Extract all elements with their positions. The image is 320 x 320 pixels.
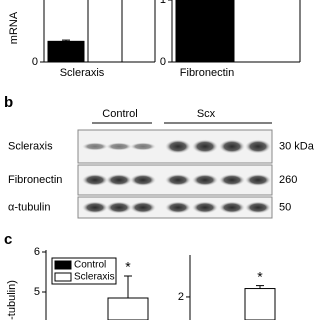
band <box>192 201 218 214</box>
band <box>130 201 156 214</box>
band <box>106 201 132 214</box>
band <box>106 174 132 186</box>
legend-swatch <box>54 260 72 270</box>
band <box>192 139 218 154</box>
group-label: Control <box>102 108 137 120</box>
y-tick-label: 0 <box>32 56 38 68</box>
size-label: 30 kDa <box>279 140 315 152</box>
size-label: 50 <box>279 201 291 213</box>
y-tick-label: 0 <box>160 56 166 68</box>
row-label: α-tubulin <box>8 201 50 213</box>
bar <box>107 297 149 320</box>
x-axis-label: Fibronectin <box>180 67 234 79</box>
band <box>219 174 245 186</box>
band <box>165 201 191 214</box>
band <box>165 174 191 186</box>
row-label: Scleraxis <box>8 140 53 152</box>
band <box>106 142 132 151</box>
band <box>82 201 108 214</box>
y-tick-label: 1 <box>160 0 166 6</box>
annotation: * <box>257 268 263 284</box>
x-axis-label: Scleraxis <box>60 67 105 79</box>
band <box>219 201 245 214</box>
bar <box>175 0 235 63</box>
row-label: Fibronectin <box>8 174 62 186</box>
bar <box>87 0 123 63</box>
bar <box>47 40 85 63</box>
group-label: Scx <box>197 108 216 120</box>
bar <box>244 288 276 320</box>
y-tick-label: 2 <box>178 291 184 303</box>
size-label: 260 <box>279 174 297 186</box>
band <box>219 139 245 154</box>
y-tick-label: 5 <box>34 286 40 298</box>
annotation: * <box>125 259 131 275</box>
band <box>82 174 108 186</box>
legend-swatch <box>54 272 72 282</box>
band <box>165 139 191 154</box>
band <box>82 142 108 151</box>
band <box>245 139 271 154</box>
y-axis-label: mRNA <box>8 11 20 44</box>
y-tick-label: 6 <box>34 246 40 258</box>
band <box>130 142 156 151</box>
legend-label: Scleraxis <box>74 272 115 283</box>
panel-label: b <box>4 94 13 111</box>
panel-label: c <box>4 231 12 248</box>
y-axis-label: -tubulin) <box>6 280 18 320</box>
legend-label: Control <box>74 260 106 271</box>
band <box>245 174 271 186</box>
western-blot: Scleraxis 30 kDa Fibronectin 260 α-tubulin 50 <box>8 129 315 219</box>
band <box>192 174 218 186</box>
band <box>245 201 271 214</box>
band <box>130 174 156 186</box>
legend: Control Scleraxis <box>51 257 117 285</box>
